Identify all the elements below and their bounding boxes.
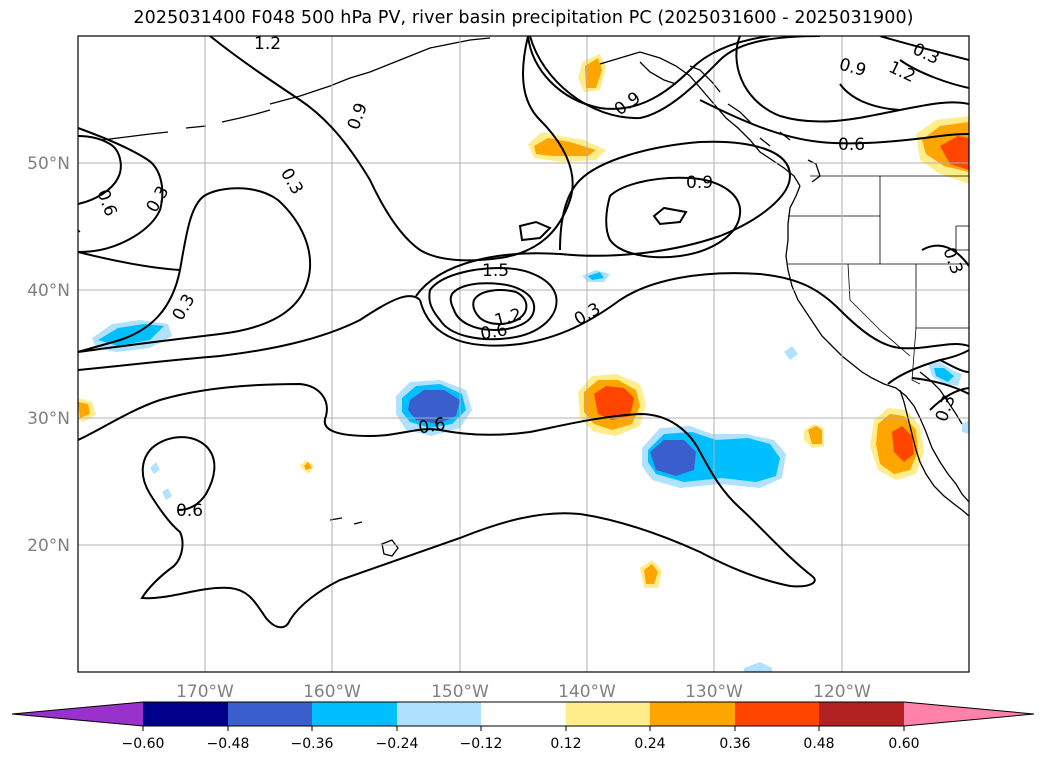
contour-label: 0.6 <box>479 320 509 344</box>
colorbar-tick-label: 0.60 <box>888 736 919 752</box>
colorbar-segment <box>566 702 651 726</box>
map-frame <box>77 35 970 673</box>
contour-label: 0.3 <box>909 39 942 69</box>
colorbar-tick-label: −0.60 <box>122 736 165 752</box>
colorbar-segment <box>312 702 397 726</box>
contour-label: 0.6 <box>838 135 865 155</box>
lon-tick-label: 160°W <box>303 682 361 702</box>
lon-tick-label: 120°W <box>813 682 871 702</box>
lon-tick-label: 170°W <box>176 682 234 702</box>
lon-tick-label: 140°W <box>558 682 616 702</box>
colorbar-tick-label: −0.12 <box>460 736 503 752</box>
pv-contours <box>78 36 969 629</box>
lat-tick-label: 50°N <box>27 154 70 174</box>
contour-label: 0.9 <box>686 173 713 193</box>
colorbar-tick-label: 0.12 <box>550 736 581 752</box>
contour-label: 0.6 <box>417 414 447 438</box>
contour-label: 0.3 <box>143 183 174 216</box>
colorbar-extend-high <box>904 702 1034 726</box>
colorbar-segment <box>819 702 904 726</box>
colorbar-ticks <box>142 726 905 731</box>
map-area: 1.2 0.9 0.3 0.6 0.3 0.3 0.9 0.9 1.5 1.2 … <box>78 34 969 672</box>
lat-tick-label: 30°N <box>27 409 70 429</box>
colorbar-segment <box>143 702 228 726</box>
colorbar-tick-label: 0.24 <box>634 736 665 752</box>
contour-label: 0.6 <box>176 501 203 521</box>
lat-tick-label: 20°N <box>27 536 70 556</box>
colorbar-segment <box>735 702 820 726</box>
lon-tick-label: 150°W <box>431 682 489 702</box>
state-borders <box>788 175 969 385</box>
lon-tick-label: 130°W <box>685 682 743 702</box>
colorbar-segment <box>397 702 482 726</box>
contour-label: 0.3 <box>932 392 960 424</box>
colorbar-tick-label: −0.48 <box>207 736 250 752</box>
precip-anomaly-fills <box>78 54 969 672</box>
colorbar-tick-labels: −0.60 −0.48 −0.36 −0.24 −0.12 0.12 0.24 … <box>122 736 920 752</box>
longitude-tick-labels: 170°W 160°W 150°W 140°W 130°W 120°W <box>176 682 871 702</box>
colorbar-tick-label: 0.36 <box>719 736 750 752</box>
contour-label: 1.2 <box>885 57 918 87</box>
colorbar: −0.60 −0.48 −0.36 −0.24 −0.12 0.12 0.24 … <box>11 701 1035 752</box>
contour-label: 1.5 <box>482 261 509 281</box>
colorbar-tick-label: 0.48 <box>803 736 834 752</box>
latitude-tick-labels: 50°N 40°N 30°N 20°N <box>27 154 70 556</box>
colorbar-tick-label: −0.36 <box>291 736 334 752</box>
contour-label: 0.3 <box>571 299 604 330</box>
colorbar-segment <box>481 702 566 726</box>
map-title: 2025031400 F048 500 hPa PV, river basin … <box>133 8 914 28</box>
colorbar-tick-label: −0.24 <box>376 736 419 752</box>
contour-label: 0.3 <box>169 291 200 324</box>
contour-label: 0.6 <box>92 187 120 219</box>
contour-label: 0.9 <box>344 100 372 132</box>
colorbar-segment <box>650 702 735 726</box>
contour-label: 1.2 <box>254 34 281 54</box>
colorbar-segment <box>228 702 313 726</box>
graticule <box>78 36 969 672</box>
colorbar-extend-low <box>12 702 143 726</box>
contour-label: 0.3 <box>276 165 307 198</box>
lat-tick-label: 40°N <box>27 281 70 301</box>
